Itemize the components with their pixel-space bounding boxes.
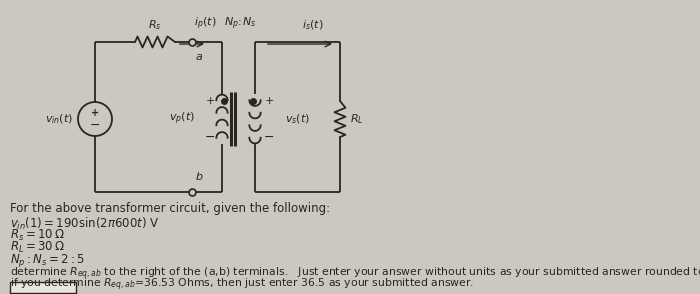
Text: $R_s$: $R_s$ [148, 18, 162, 32]
Text: $R_L=30\,\Omega$: $R_L=30\,\Omega$ [10, 240, 65, 255]
Text: $v_{in}(1)=190\sin(2\pi600t)$ V: $v_{in}(1)=190\sin(2\pi600t)$ V [10, 216, 160, 232]
Text: $v_{in}(t)$: $v_{in}(t)$ [45, 112, 73, 126]
Text: a: a [196, 52, 203, 62]
Text: −: − [204, 131, 216, 143]
Text: $N_p:N_s=2:5$: $N_p:N_s=2:5$ [10, 252, 85, 269]
Text: $R_s=10\,\Omega$: $R_s=10\,\Omega$ [10, 228, 64, 243]
Text: $v_p(t)$: $v_p(t)$ [169, 111, 195, 127]
Text: b: b [196, 172, 203, 182]
Text: if you determine $R_{eq,ab}$=36.53 Ohms, then just enter 36.5 as your submitted : if you determine $R_{eq,ab}$=36.53 Ohms,… [10, 277, 474, 293]
Text: For the above transformer circuit, given the following:: For the above transformer circuit, given… [10, 202, 330, 215]
Text: +: + [91, 108, 99, 118]
Text: $v_s(t)$: $v_s(t)$ [285, 112, 310, 126]
Text: $i_p(t)$: $i_p(t)$ [194, 16, 216, 32]
Text: −: − [264, 131, 274, 143]
Text: $i_s(t)$: $i_s(t)$ [302, 19, 323, 32]
Text: determine $R_{eq,ab}$ to the right of the (a,b) terminals.   Just enter your ans: determine $R_{eq,ab}$ to the right of th… [10, 266, 700, 283]
FancyBboxPatch shape [10, 281, 76, 293]
Text: −: − [90, 119, 100, 132]
Text: $N_p\!:\!N_s$: $N_p\!:\!N_s$ [225, 16, 257, 32]
Text: +: + [265, 96, 274, 106]
Text: +: + [205, 96, 215, 106]
Text: $R_L$: $R_L$ [350, 112, 363, 126]
